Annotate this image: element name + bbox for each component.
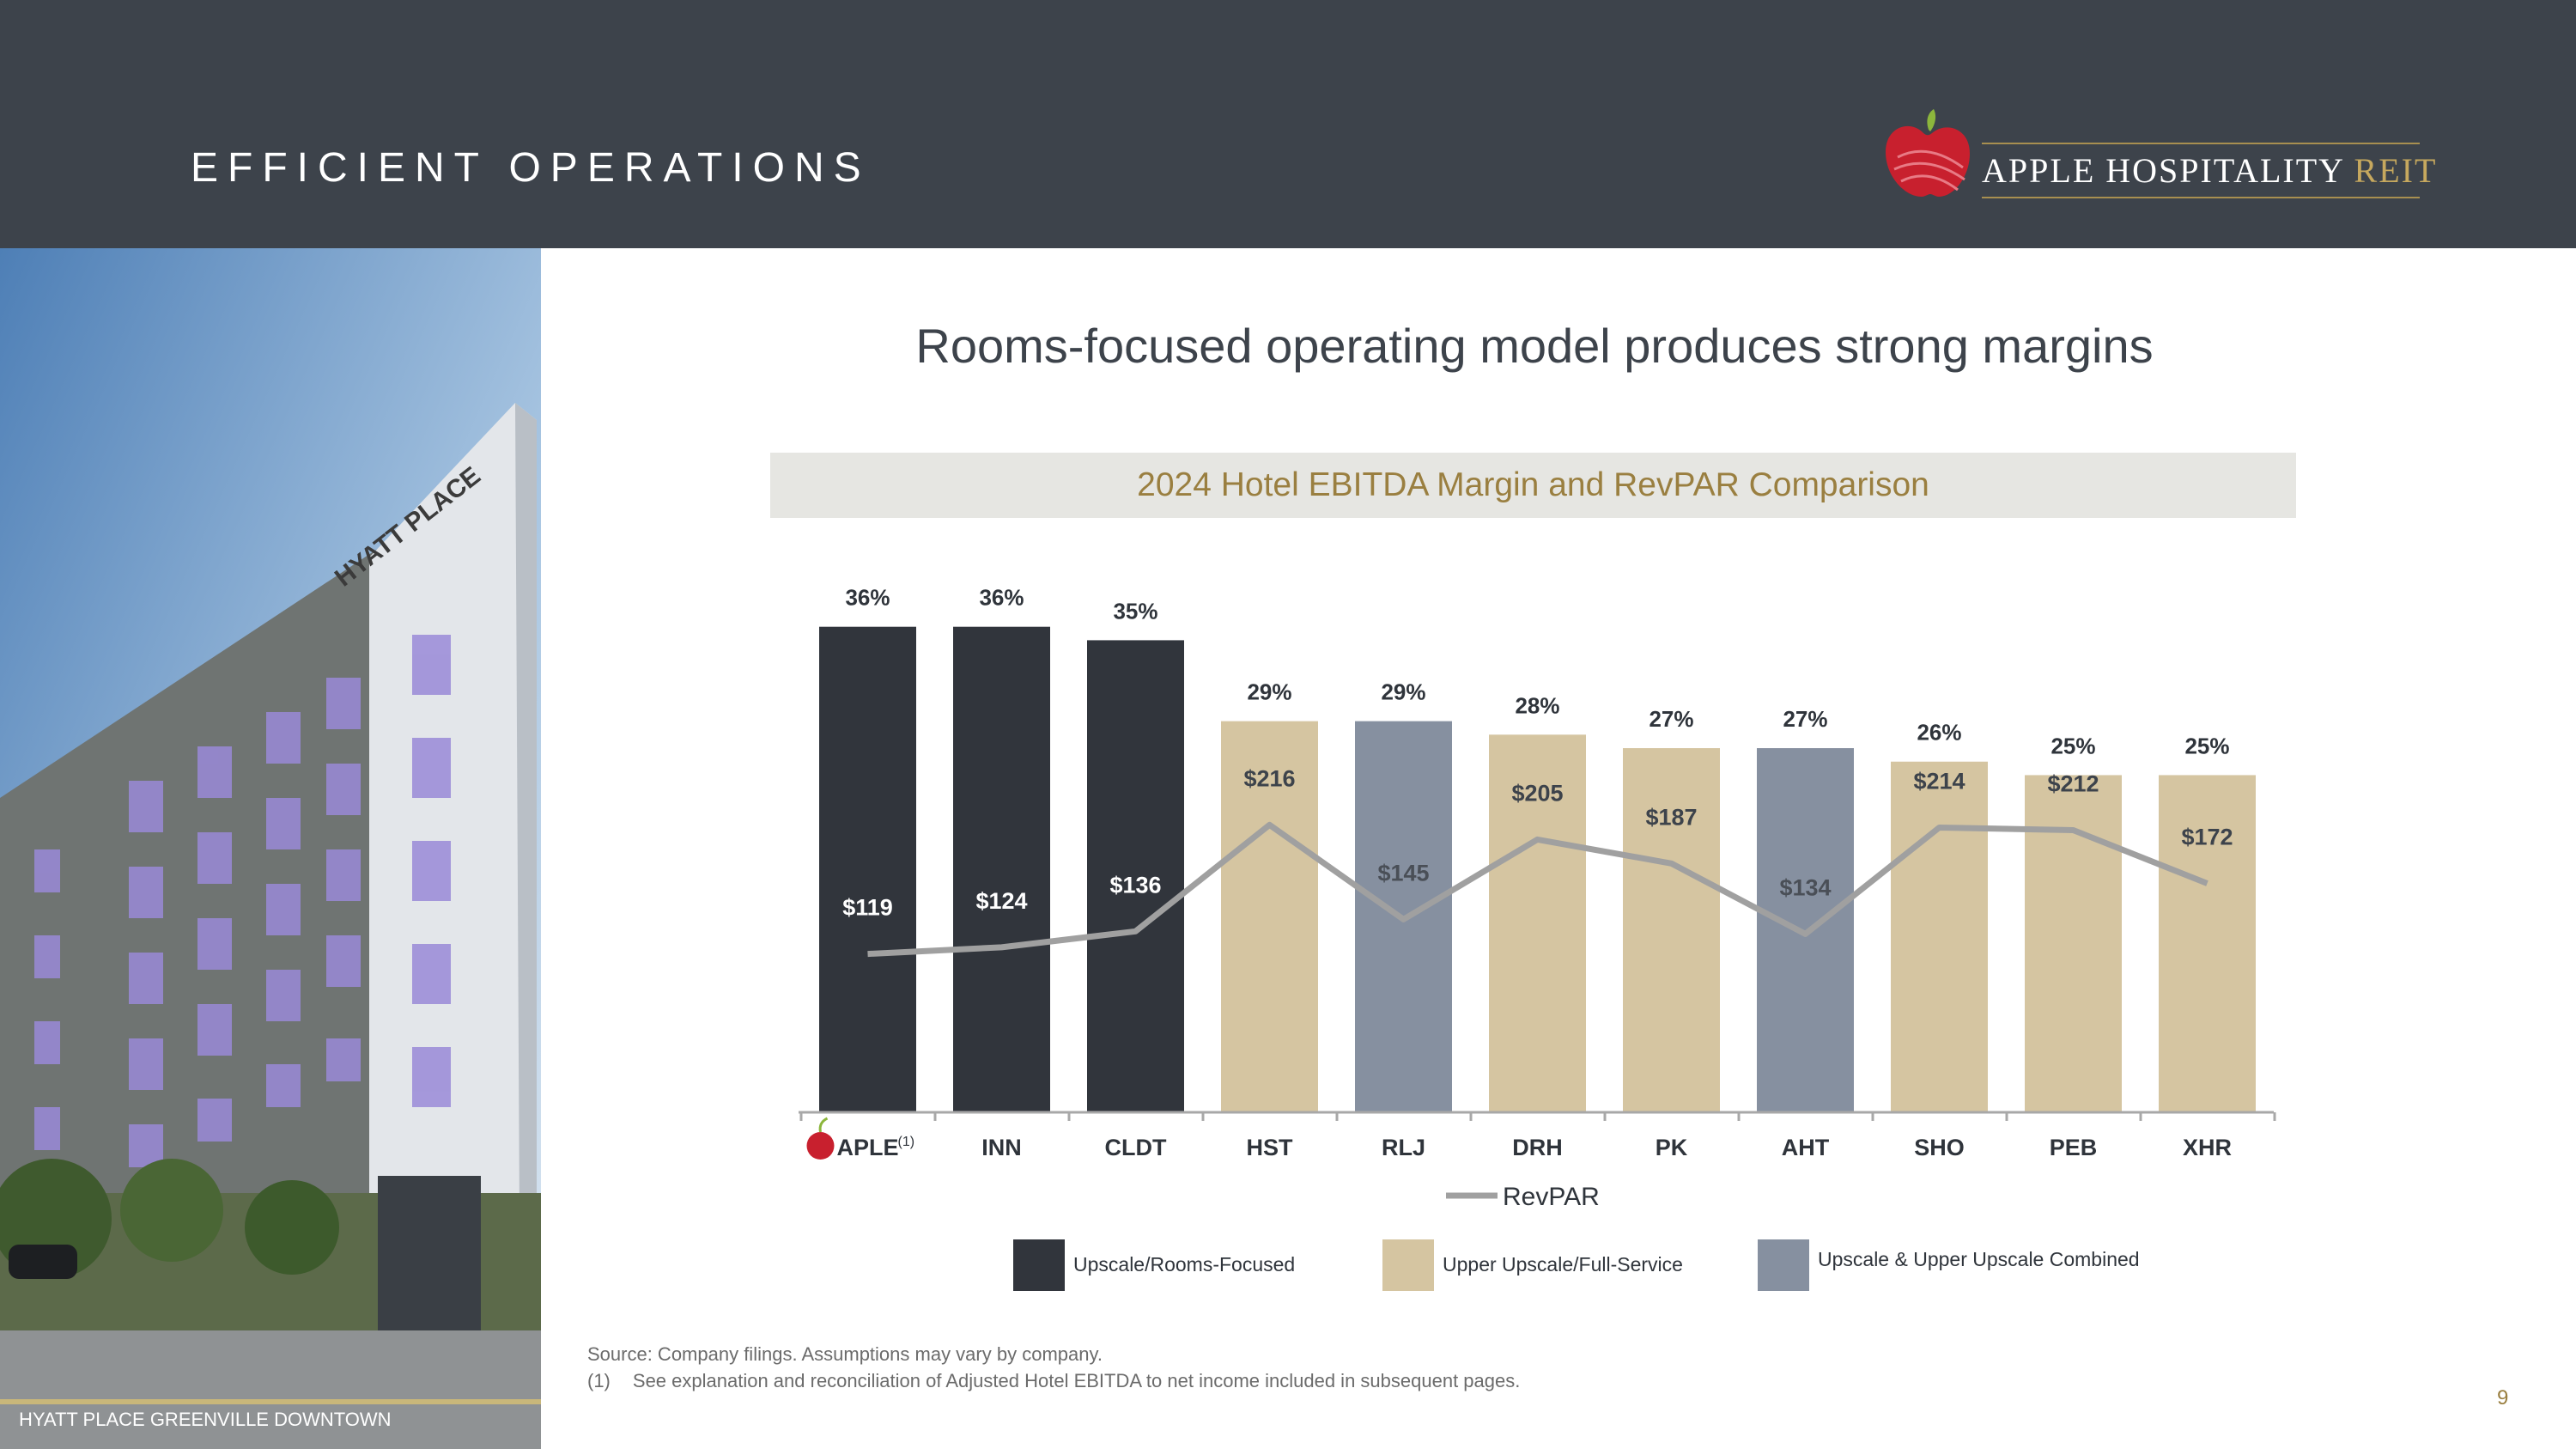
bar-cldt: [1087, 640, 1184, 1112]
revpar-label-inn: $124: [975, 888, 1027, 914]
category-label-rlj: RLJ: [1382, 1135, 1425, 1160]
legend-swatch-combined: [1758, 1239, 1809, 1291]
header-bar: EFFICIENT OPERATIONS APPLE HOSPITALITY R…: [0, 0, 2576, 248]
revpar-label-aht: $134: [1779, 874, 1831, 900]
category-label-aple: APLE: [836, 1135, 898, 1160]
margin-label-rlj: 29%: [1381, 679, 1425, 705]
chart-title: 2024 Hotel EBITDA Margin and RevPAR Comp…: [1137, 466, 1929, 503]
bar-peb: [2025, 775, 2122, 1112]
bar-pk: [1623, 748, 1720, 1112]
revpar-label-xhr: $172: [2181, 825, 2233, 850]
revpar-label-hst: $216: [1243, 765, 1295, 791]
revpar-label-sho: $214: [1913, 768, 1965, 794]
legend-label-full-service: Upper Upscale/Full-Service: [1443, 1253, 1683, 1275]
category-label-inn: INN: [981, 1135, 1022, 1160]
category-label-pk: PK: [1656, 1135, 1688, 1160]
margin-label-aht: 27%: [1783, 706, 1827, 732]
category-label-sho: SHO: [1914, 1135, 1965, 1160]
photo-caption: HYATT PLACE GREENVILLE DOWNTOWN: [19, 1409, 392, 1430]
legend-label-combined: Upscale & Upper Upscale Combined: [1818, 1248, 2140, 1270]
revpar-label-aple: $119: [842, 895, 893, 921]
margin-label-sho: 26%: [1917, 720, 1961, 746]
margin-label-drh: 28%: [1515, 692, 1559, 718]
legend-label-rooms-focused: Upscale/Rooms-Focused: [1073, 1253, 1296, 1275]
company-logo: APPLE HOSPITALITY REIT: [1880, 107, 2435, 210]
revpar-label-pk: $187: [1645, 804, 1697, 830]
category-label-hst: HST: [1247, 1135, 1294, 1160]
category-label-peb: PEB: [2050, 1135, 2098, 1160]
logo-rule-top: [1982, 143, 2420, 144]
apple-leaf-icon: [818, 1117, 829, 1133]
logo-rule-bottom: [1982, 197, 2420, 198]
revpar-label-cldt: $136: [1109, 872, 1161, 898]
margin-label-peb: 25%: [2050, 733, 2095, 758]
hotel-photo: HYATT PLACE: [0, 248, 541, 1449]
revpar-label-peb: $212: [2047, 771, 2099, 797]
footnote-1: (1) See explanation and reconciliation of…: [587, 1370, 1521, 1391]
logo-wordmark: APPLE HOSPITALITY REIT: [1982, 151, 2438, 190]
category-label-aht: AHT: [1782, 1135, 1830, 1160]
margin-label-cldt: 35%: [1113, 598, 1157, 624]
chart-title-band: [770, 453, 2296, 518]
margin-label-hst: 29%: [1247, 679, 1291, 705]
hotel-building-image: HYATT PLACE: [0, 248, 541, 1449]
bar-sho: [1891, 761, 1988, 1112]
bar-hst: [1221, 721, 1318, 1112]
category-label-xhr: XHR: [2183, 1135, 2232, 1160]
category-label-drh: DRH: [1512, 1135, 1563, 1160]
bar-aple: [819, 626, 916, 1112]
margin-label-pk: 27%: [1649, 706, 1693, 732]
apple-logo-icon: [1886, 109, 1970, 197]
category-label-cldt: CLDT: [1105, 1135, 1167, 1160]
legend-swatch-full-service: [1382, 1239, 1434, 1291]
slide-title: Rooms-focused operating model produces s…: [915, 319, 2154, 373]
bar-xhr: [2159, 775, 2256, 1112]
bar-inn: [953, 626, 1050, 1112]
revpar-label-drh: $205: [1511, 780, 1563, 806]
revpar-line: [867, 821, 2208, 958]
category-footnote-marker: (1): [898, 1135, 915, 1149]
bar-drh: [1489, 734, 1586, 1112]
margin-label-inn: 36%: [979, 585, 1024, 611]
margin-label-aple: 36%: [845, 585, 890, 611]
legend-swatch-rooms-focused: [1013, 1239, 1065, 1291]
revpar-label-rlj: $145: [1377, 860, 1429, 886]
footnotes: Source: Company filings. Assumptions may…: [587, 1341, 1520, 1394]
page-number: 9: [2497, 1386, 2509, 1409]
apple-icon: [806, 1132, 835, 1160]
page-heading: EFFICIENT OPERATIONS: [191, 145, 871, 191]
source-note: Source: Company filings. Assumptions may…: [587, 1343, 1103, 1365]
revpar-legend-label: RevPAR: [1503, 1183, 1600, 1211]
margin-label-xhr: 25%: [2184, 733, 2229, 758]
